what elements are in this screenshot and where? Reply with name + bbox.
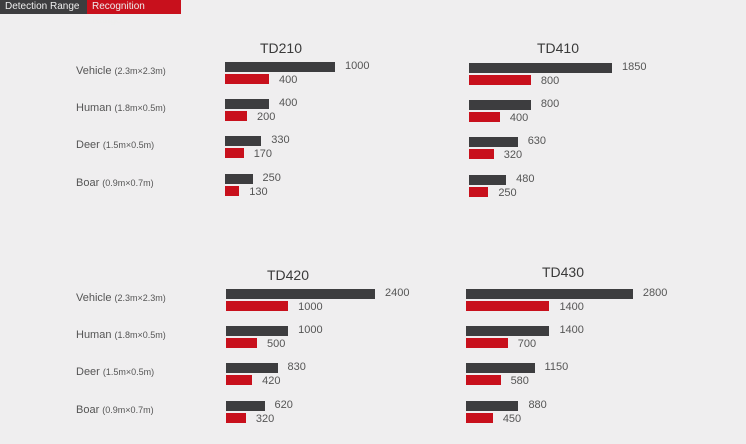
recognition-bar: [469, 75, 531, 85]
recognition-bar: [466, 338, 508, 349]
category-name: Vehicle: [76, 65, 115, 77]
recognition-value: 580: [510, 375, 529, 388]
category-label: Deer (1.5m×0.5m): [76, 366, 154, 378]
detection-bar: [469, 63, 612, 73]
category-name: Boar: [76, 403, 103, 416]
detection-bar: [466, 400, 519, 411]
detection-bar: [469, 100, 531, 111]
detection-bar: [226, 363, 278, 374]
detection-value: 1000: [345, 60, 370, 72]
detection-bar: [225, 62, 335, 72]
chart-title: TD430: [541, 264, 585, 280]
category-label: Vehicle (2.3m×2.3m): [76, 65, 166, 77]
recognition-bar: [226, 412, 246, 423]
category-label: Boar (0.9m×0.7m): [76, 404, 154, 416]
recognition-value: 1000: [298, 301, 323, 313]
detection-value: 330: [271, 134, 290, 147]
category-size: (0.9m×0.7m): [102, 404, 154, 415]
recognition-value: 320: [503, 149, 523, 162]
category-size: (1.5m×0.5m): [102, 367, 155, 378]
detection-value: 620: [274, 398, 293, 411]
detection-bar: [225, 173, 253, 184]
detection-value: 800: [540, 98, 560, 111]
recognition-bar: [225, 74, 269, 84]
detection-bar: [466, 289, 633, 299]
detection-bar: [466, 326, 550, 337]
detection-value: 1000: [298, 324, 323, 337]
recognition-value: 500: [267, 338, 286, 351]
recognition-value: 250: [498, 186, 517, 199]
recognition-bar: [226, 338, 258, 349]
detection-value: 400: [279, 97, 298, 110]
recognition-bar: [469, 149, 494, 160]
detection-bar: [469, 137, 518, 148]
detection-value: 1400: [559, 324, 584, 337]
recognition-value: 200: [257, 111, 276, 124]
recognition-bar: [225, 111, 247, 122]
category-size: (1.8m×0.5m): [114, 103, 166, 114]
recognition-bar: [225, 148, 244, 159]
legend-detection: Detection Range: [0, 0, 87, 14]
category-size: (2.3m×2.3m): [114, 293, 166, 303]
recognition-bar: [466, 375, 501, 386]
detection-value: 2800: [642, 287, 668, 299]
chart-title: TD420: [266, 267, 310, 283]
recognition-value: 130: [249, 185, 268, 198]
category-name: Boar: [76, 176, 103, 189]
recognition-value: 420: [262, 375, 281, 388]
detection-bar: [225, 99, 269, 110]
detection-value: 480: [516, 172, 535, 185]
recognition-value: 800: [540, 75, 560, 87]
detection-value: 830: [287, 361, 306, 374]
chart-title: TD210: [259, 40, 303, 56]
detection-value: 1150: [544, 361, 569, 374]
category-name: Human: [76, 329, 115, 342]
legend-recognition: Recognition Range: [87, 0, 181, 26]
recognition-value: 320: [255, 412, 275, 425]
detection-value: 2400: [385, 287, 410, 299]
detection-value: 630: [527, 135, 547, 148]
category-size: (1.8m×0.5m): [114, 330, 166, 341]
detection-bar: [226, 326, 289, 337]
recognition-bar: [466, 301, 550, 311]
category-label: Human (1.8m×0.5m): [76, 329, 166, 341]
category-size: (1.5m×0.5m): [102, 140, 155, 151]
detection-value: 880: [528, 398, 547, 411]
category-name: Deer: [76, 139, 103, 152]
detection-bar: [226, 289, 376, 299]
detection-bar: [226, 400, 265, 411]
detection-bar: [469, 174, 507, 185]
category-name: Vehicle: [76, 292, 115, 304]
recognition-value: 170: [253, 148, 273, 161]
recognition-bar: [225, 185, 240, 196]
recognition-bar: [226, 375, 253, 386]
legend: Detection Range Recognition Range: [0, 0, 181, 26]
recognition-value: 1400: [559, 301, 584, 313]
category-label: Boar (0.9m×0.7m): [76, 177, 154, 189]
recognition-bar: [469, 186, 489, 197]
recognition-value: 400: [279, 74, 298, 86]
category-label: Deer (1.5m×0.5m): [76, 139, 154, 151]
category-name: Human: [76, 102, 115, 115]
chart-title: TD410: [536, 40, 580, 56]
recognition-bar: [469, 112, 500, 123]
category-name: Deer: [76, 366, 103, 379]
detection-bar: [466, 363, 535, 374]
category-size: (0.9m×0.7m): [102, 177, 154, 188]
category-size: (2.3m×2.3m): [114, 66, 166, 76]
category-label: Vehicle (2.3m×2.3m): [76, 292, 166, 304]
detection-value: 1850: [622, 61, 647, 73]
recognition-value: 450: [502, 412, 522, 425]
recognition-value: 400: [509, 112, 529, 125]
recognition-bar: [466, 412, 493, 423]
recognition-bar: [226, 301, 289, 311]
detection-bar: [225, 136, 262, 147]
recognition-value: 700: [517, 338, 537, 351]
category-label: Human (1.8m×0.5m): [76, 102, 166, 114]
detection-value: 250: [262, 171, 281, 184]
